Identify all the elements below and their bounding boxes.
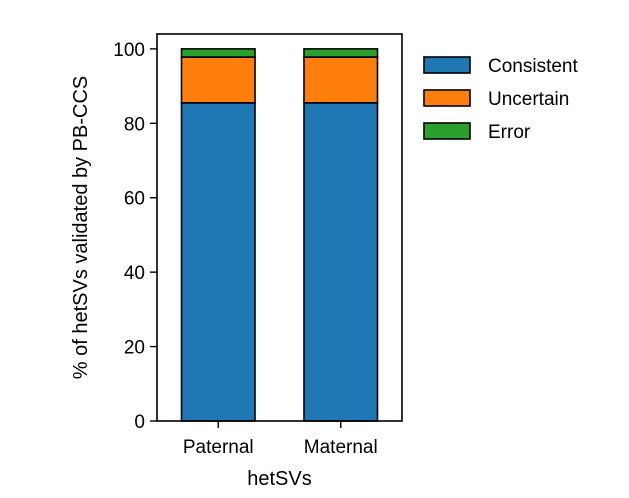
bar-paternal-error <box>180 48 256 58</box>
bars-layer <box>180 48 379 422</box>
bar-maternal-consistent <box>303 102 379 422</box>
legend-swatch-error <box>423 122 471 140</box>
y-tick-label-60: 60 <box>124 189 145 210</box>
legend-entry-consistent: Consistent <box>423 56 578 77</box>
bar-maternal-uncertain <box>303 56 379 104</box>
y-axis-label: % of hetSVs validated by PB-CCS <box>70 76 92 379</box>
x-axis-ticks: Paternal Maternal <box>183 421 378 458</box>
legend-entry-uncertain: Uncertain <box>423 89 569 110</box>
y-tick-label-0: 0 <box>134 412 145 433</box>
y-tick-label-80: 80 <box>124 114 145 135</box>
x-axis-label: hetSVs <box>247 468 311 490</box>
y-tick-label-100: 100 <box>113 40 145 61</box>
plot-frame <box>156 33 403 422</box>
legend: Consistent Uncertain Error <box>423 56 578 143</box>
y-tick-label-40: 40 <box>124 263 145 284</box>
legend-swatch-uncertain <box>423 89 471 107</box>
x-tick-label-maternal: Maternal <box>304 437 378 458</box>
legend-label-error: Error <box>488 122 531 143</box>
y-axis-ticks: 0 20 40 60 80 100 <box>113 40 157 433</box>
x-tick-label-paternal: Paternal <box>183 437 254 458</box>
bar-paternal-uncertain <box>180 56 256 104</box>
y-tick-label-20: 20 <box>124 338 145 359</box>
legend-label-uncertain: Uncertain <box>488 89 569 110</box>
bar-maternal-error <box>303 48 379 58</box>
legend-label-consistent: Consistent <box>488 56 578 77</box>
legend-entry-error: Error <box>423 122 531 143</box>
bar-paternal-consistent <box>180 102 256 422</box>
legend-swatch-consistent <box>423 56 471 74</box>
